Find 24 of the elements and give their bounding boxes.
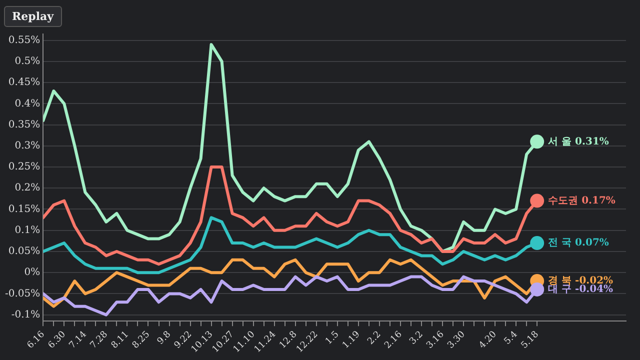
y-tick-label: 0.25% xyxy=(8,162,40,173)
y-tick-label: 0.5% xyxy=(14,56,40,68)
y-tick-label: 0.2% xyxy=(14,182,40,194)
text: 전 국 0.07% xyxy=(548,238,609,249)
y-tick-label: 0.55% xyxy=(8,34,40,46)
y-tick-label: 0.15% xyxy=(8,204,40,215)
y-tick-label: 0.3% xyxy=(14,140,40,152)
x-tick-label: 3.2 xyxy=(408,330,426,347)
text: 서 울 0.31% xyxy=(548,136,609,148)
x-tick-label: 5.4 xyxy=(502,329,520,347)
y-tick-label: 0.35% xyxy=(8,119,40,130)
y-tick-label: 0.4% xyxy=(14,98,40,110)
text: 대 구 -0.04% xyxy=(548,284,614,296)
y-tick-label: -0.1% xyxy=(11,309,40,320)
text: 수도권 0.17% xyxy=(548,195,616,206)
replay-button: Replay xyxy=(4,6,62,27)
y-tick-label: 0.45% xyxy=(8,77,40,88)
y-tick-label: 0.1% xyxy=(14,224,40,236)
y-tick-label: -0.05% xyxy=(4,288,40,300)
y-tick-label: 0.05% xyxy=(8,246,40,258)
y-tick-label: 0% xyxy=(24,267,40,278)
x-tick-label: 9.8 xyxy=(156,329,174,347)
x-tick-label: 1.5 xyxy=(324,329,342,347)
x-tick-label: 2.2 xyxy=(366,330,384,347)
